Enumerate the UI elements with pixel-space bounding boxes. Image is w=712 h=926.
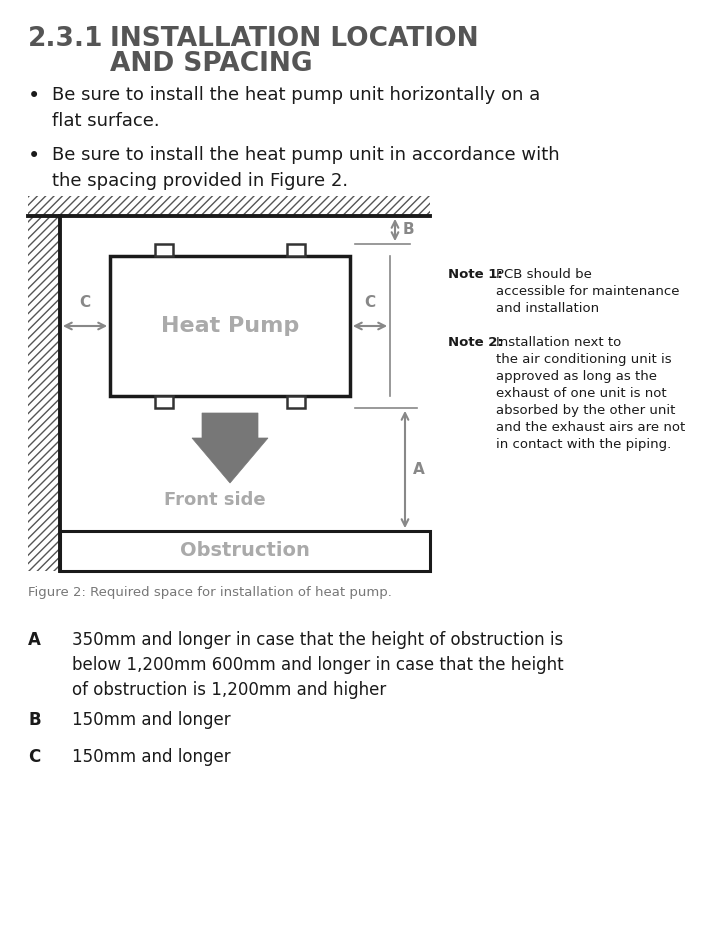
Text: 2.3.1: 2.3.1 — [28, 26, 103, 52]
Text: 150mm and longer: 150mm and longer — [72, 711, 231, 729]
Text: Be sure to install the heat pump unit horizontally on a
flat surface.: Be sure to install the heat pump unit ho… — [52, 86, 540, 131]
Polygon shape — [192, 413, 268, 483]
Bar — [28, 196, 430, 216]
Text: C: C — [80, 295, 90, 310]
Bar — [287, 244, 305, 256]
Bar — [287, 396, 305, 408]
Text: 150mm and longer: 150mm and longer — [72, 748, 231, 766]
Text: A: A — [28, 631, 41, 649]
Text: C: C — [28, 748, 41, 766]
Text: A: A — [413, 462, 425, 477]
Text: INSTALLATION LOCATION: INSTALLATION LOCATION — [110, 26, 478, 52]
Text: Be sure to install the heat pump unit in accordance with
the spacing provided in: Be sure to install the heat pump unit in… — [52, 146, 560, 191]
Text: C: C — [365, 295, 375, 310]
Bar — [155, 396, 173, 408]
Text: •: • — [28, 146, 41, 166]
Bar — [60, 531, 430, 571]
Text: Note 1:: Note 1: — [448, 268, 503, 281]
Text: Note 2:: Note 2: — [448, 336, 503, 349]
Text: Front side: Front side — [164, 491, 266, 509]
Text: Heat Pump: Heat Pump — [161, 316, 299, 336]
Text: 350mm and longer in case that the height of obstruction is
below 1,200mm 600mm a: 350mm and longer in case that the height… — [72, 631, 564, 699]
Text: B: B — [28, 711, 41, 729]
Bar — [155, 244, 173, 256]
Text: PCB should be
accessible for maintenance
and installation: PCB should be accessible for maintenance… — [496, 268, 679, 315]
Text: AND SPACING: AND SPACING — [110, 51, 313, 77]
Text: B: B — [403, 222, 414, 237]
Text: •: • — [28, 86, 41, 106]
Bar — [110, 256, 350, 396]
Text: Installation next to
the air conditioning unit is
approved as long as the
exhaus: Installation next to the air conditionin… — [496, 336, 685, 451]
Text: Figure 2: Required space for installation of heat pump.: Figure 2: Required space for installatio… — [28, 586, 392, 599]
Bar — [28, 216, 60, 571]
Text: Obstruction: Obstruction — [180, 542, 310, 560]
